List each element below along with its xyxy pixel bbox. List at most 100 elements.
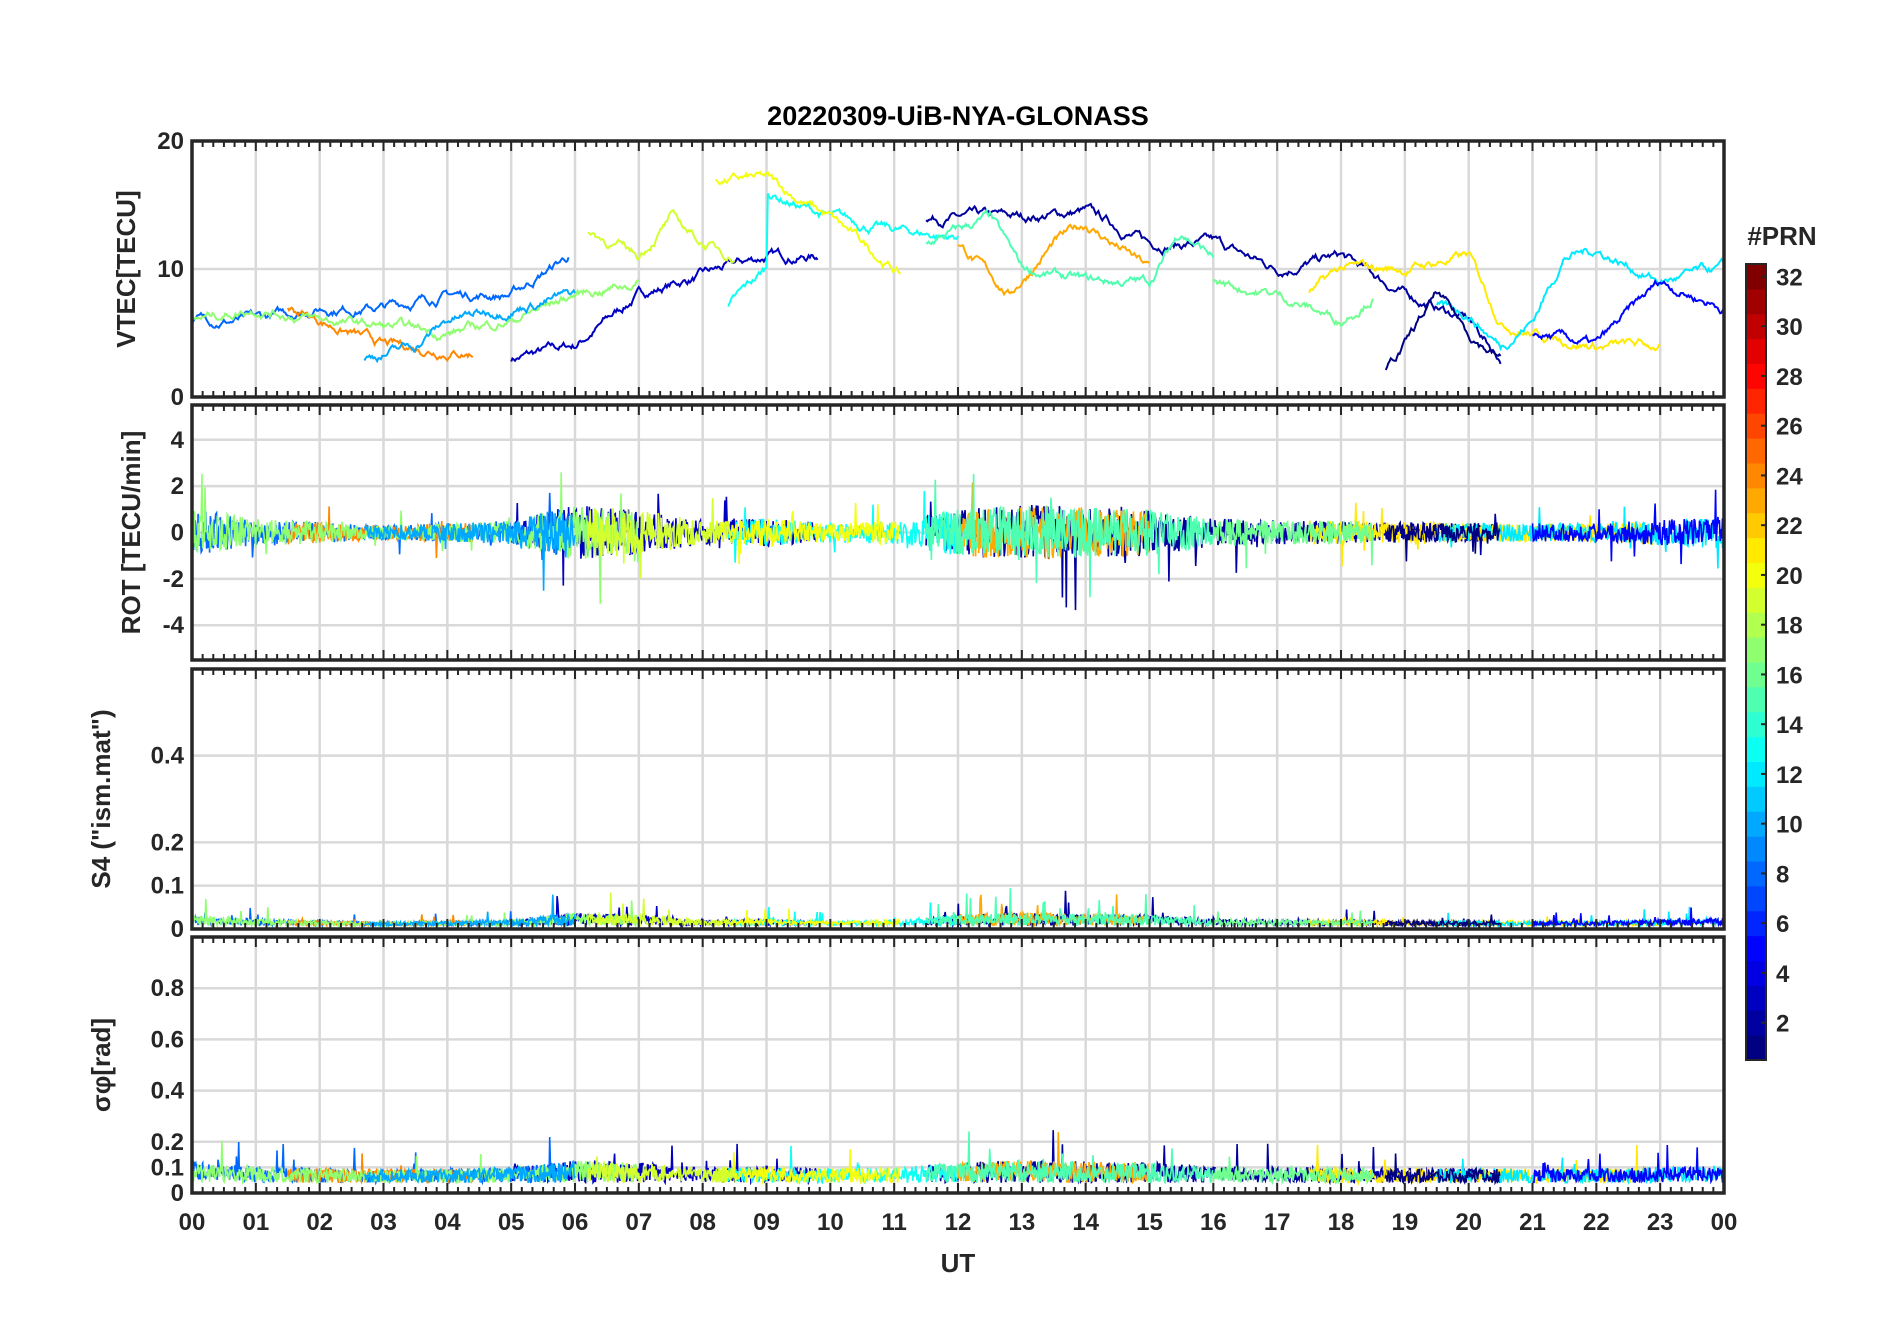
series-prn-17 xyxy=(192,1140,640,1186)
x-tick-label: 16 xyxy=(1200,1209,1227,1236)
chart-title: 20220309-UiB-NYA-GLONASS xyxy=(767,101,1149,131)
colorbar-tick-label: 24 xyxy=(1776,463,1803,490)
y-tick-label: 10 xyxy=(157,256,184,283)
series-prn-24 xyxy=(286,306,474,363)
x-tick-label: 22 xyxy=(1583,1209,1610,1236)
series-prn-16 xyxy=(1212,278,1374,328)
x-tick-label: 18 xyxy=(1328,1209,1355,1236)
colorbar-segment xyxy=(1746,612,1766,638)
panel-3: 0 0.1 0.2 0.4 S4 ("ism.mat") xyxy=(86,667,1726,943)
colorbar-tick-label: 6 xyxy=(1776,911,1789,938)
y-tick-label: 2 xyxy=(171,473,184,500)
colorbar-segment xyxy=(1746,537,1766,563)
series-prn-16 xyxy=(1212,910,1374,929)
x-tick-label: 05 xyxy=(498,1209,525,1236)
colorbar-segment xyxy=(1746,786,1766,812)
y-axis-label: σφ[rad] xyxy=(86,1018,116,1112)
colorbar-segment xyxy=(1746,512,1766,539)
colorbar-segment xyxy=(1746,487,1766,514)
series-prn-20 xyxy=(714,1149,901,1186)
colorbar-segment xyxy=(1746,711,1766,738)
colorbar-segment xyxy=(1746,910,1766,937)
series-prn-19 xyxy=(587,1156,735,1184)
y-tick-label: 0.4 xyxy=(151,1078,185,1105)
colorbar-segment xyxy=(1746,935,1766,961)
x-tick-label: 08 xyxy=(689,1209,716,1236)
panel-2: -4 -2 0 2 4 ROT [TECU/min] xyxy=(116,403,1726,662)
colorbar-segment xyxy=(1746,562,1766,588)
y-tick-label: 0 xyxy=(171,520,184,547)
colorbar-segment xyxy=(1746,463,1766,489)
colorbar-tick-label: 12 xyxy=(1776,762,1803,789)
colorbar-tick-label: 30 xyxy=(1776,314,1803,341)
colorbar-segment xyxy=(1746,885,1766,912)
colorbar-frame xyxy=(1745,263,1767,1061)
x-tick-label: 04 xyxy=(434,1209,461,1236)
colorbar-tick-label: 20 xyxy=(1776,563,1803,590)
series-prn-5 xyxy=(1531,489,1724,565)
colorbar-segment xyxy=(1746,686,1766,713)
x-tick-label: 06 xyxy=(562,1209,589,1236)
colorbar-segment xyxy=(1746,761,1766,787)
colorbar-tick-label: 4 xyxy=(1776,961,1790,988)
series-prn-15 xyxy=(925,888,1214,929)
series-prn-1 xyxy=(1384,520,1501,562)
x-tick-label: 17 xyxy=(1264,1209,1291,1236)
x-tick-label: 10 xyxy=(817,1209,844,1236)
colorbar-segment xyxy=(1746,861,1766,887)
y-axis-label: VTEC[TECU] xyxy=(111,190,141,347)
series-prn-15 xyxy=(925,1131,1214,1185)
series-prn-5 xyxy=(1532,1144,1724,1185)
x-tick-label: 09 xyxy=(753,1209,780,1236)
series-prn-21 xyxy=(1308,250,1661,352)
colorbar-tick-label: 14 xyxy=(1776,712,1803,739)
y-tick-label: 0.4 xyxy=(151,743,185,770)
colorbar-segment xyxy=(1746,438,1766,464)
colorbar-segment xyxy=(1746,985,1766,1011)
series-prn-13 xyxy=(727,193,959,307)
series-prn-20 xyxy=(714,170,902,275)
x-tick-label: 11 xyxy=(881,1209,906,1236)
y-tick-label: 0.6 xyxy=(151,1026,184,1053)
colorbar-tick-label: 2 xyxy=(1776,1011,1789,1038)
colorbar-segment xyxy=(1746,1035,1766,1061)
y-axis-label: S4 ("ism.mat") xyxy=(86,709,116,888)
series-prn-10 xyxy=(363,894,576,929)
x-tick-label: 01 xyxy=(242,1209,269,1236)
colorbar-segment xyxy=(1746,736,1766,762)
colorbar-tick-label: 32 xyxy=(1776,264,1803,291)
y-tick-label: 0.1 xyxy=(151,1154,184,1181)
colorbar-segment xyxy=(1746,388,1766,414)
series-prn-19 xyxy=(587,208,736,264)
colorbar-segment xyxy=(1746,338,1766,364)
x-tick-label: 20 xyxy=(1455,1209,1482,1236)
y-tick-label: 0.2 xyxy=(151,1129,184,1156)
x-tick-label: 02 xyxy=(306,1209,333,1236)
x-tick-label: 23 xyxy=(1647,1209,1674,1236)
colorbar-tick-label: 16 xyxy=(1776,662,1803,689)
axes-frame xyxy=(190,667,1726,931)
x-tick-label: 00 xyxy=(1711,1209,1738,1236)
colorbar-segment xyxy=(1746,662,1766,688)
series-prn-16 xyxy=(1212,1156,1374,1186)
colorbar-segment xyxy=(1746,288,1766,315)
x-tick-label: 12 xyxy=(945,1209,972,1236)
x-tick-label: 00 xyxy=(179,1209,206,1236)
series-prn-15 xyxy=(925,473,1214,598)
colorbar-segment xyxy=(1746,264,1766,290)
series-prn-17 xyxy=(192,279,640,342)
colorbar-segment xyxy=(1746,637,1766,663)
x-tick-label: 13 xyxy=(1008,1209,1035,1236)
colorbar-segment xyxy=(1746,413,1766,439)
y-tick-label: 0 xyxy=(171,916,184,943)
colorbar-label: #PRN xyxy=(1747,221,1816,251)
axes-frame xyxy=(190,139,1726,399)
colorbar-segment xyxy=(1746,836,1766,862)
series-prn-20 xyxy=(714,502,901,565)
series-prn-12 xyxy=(1436,506,1724,569)
colorbar-segment xyxy=(1746,811,1766,837)
x-tick-label: 03 xyxy=(370,1209,397,1236)
series-prn-10 xyxy=(363,511,576,591)
